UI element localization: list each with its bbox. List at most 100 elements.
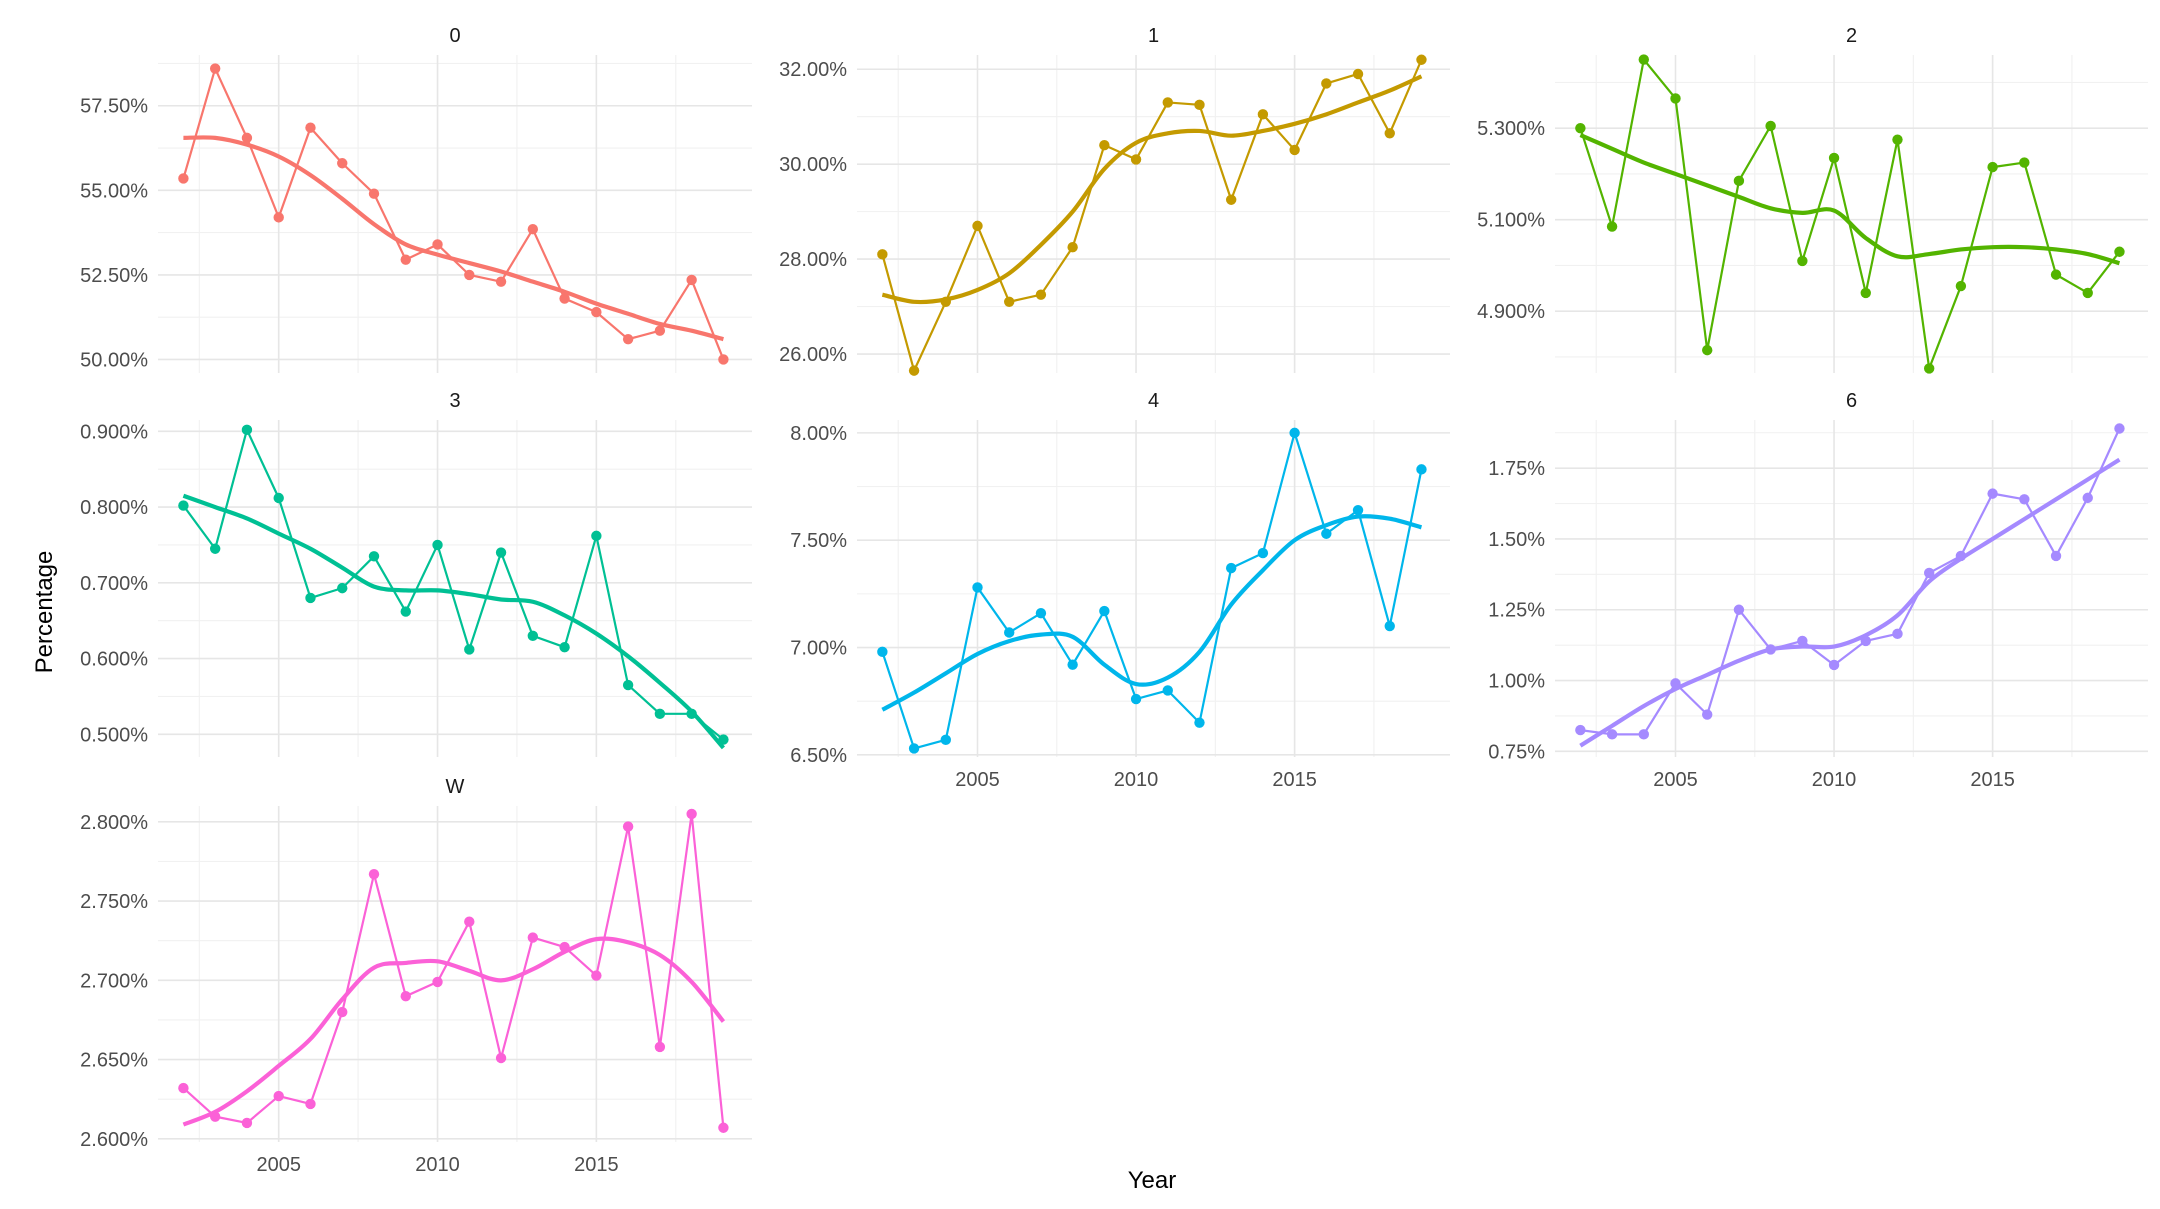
smooth-trend-line-2	[1579, 133, 2121, 266]
smooth-trend-line-4	[881, 514, 1423, 712]
data-point	[368, 188, 380, 199]
data-point	[1289, 144, 1300, 156]
data-point	[1225, 562, 1237, 574]
data-point	[1860, 635, 1871, 647]
data-point	[654, 325, 666, 336]
facet-panel-W: W 2.600% 2.650% 2.700% 2.750% 2.800% 2005 2010 2…	[80, 776, 752, 1176]
data-point	[209, 1111, 221, 1122]
data-point	[1765, 644, 1776, 655]
data-point	[1702, 709, 1713, 720]
data-point	[1130, 154, 1142, 165]
data-point	[241, 1117, 253, 1129]
data-point	[1130, 693, 1142, 705]
facet-strip-label: 4	[1148, 390, 1159, 412]
data-point	[1765, 120, 1776, 132]
y-tick-label: 0.800%	[80, 497, 148, 519]
data-point	[368, 868, 380, 880]
y-tick-label: 2.600%	[80, 1129, 148, 1151]
data-point	[1860, 287, 1871, 299]
data-point	[686, 708, 697, 720]
y-tick-label: 1.50%	[1488, 529, 1545, 551]
y-tick-label: 0.700%	[80, 573, 148, 595]
data-point	[940, 734, 951, 746]
data-point	[908, 743, 920, 754]
data-point	[1384, 620, 1395, 632]
data-point	[432, 239, 443, 250]
data-point	[1035, 289, 1047, 300]
data-point	[2114, 246, 2125, 257]
data-point	[718, 354, 729, 365]
y-tick-label: 8.00%	[790, 423, 847, 445]
data-point	[1892, 134, 1903, 145]
data-point	[495, 1052, 507, 1064]
data-point	[1384, 128, 1395, 139]
data-point	[1955, 550, 1967, 562]
data-point	[686, 808, 697, 820]
series-line-1	[881, 59, 1423, 372]
data-point	[1828, 659, 1840, 671]
data-point	[1987, 161, 1998, 173]
data-point	[464, 269, 475, 281]
series-line-2	[1579, 58, 2121, 370]
smooth-trend-line-1	[881, 74, 1423, 305]
facet-strip-label: 3	[449, 390, 460, 412]
panels-layer: 050.00%52.50%55.00%57.50%126.00%28.00%30…	[80, 25, 2148, 1176]
y-tick-label: 5.300%	[1477, 118, 1545, 140]
data-point	[1828, 152, 1840, 164]
data-point	[495, 547, 507, 558]
y-tick-label: 28.00%	[779, 249, 847, 271]
y-tick-label: 7.00%	[790, 638, 847, 660]
x-tick-label: 2005	[1653, 769, 1698, 791]
series-line-4	[881, 431, 1423, 750]
data-point	[1892, 628, 1903, 640]
data-point	[495, 276, 507, 287]
smooth-trend-line-6	[1579, 457, 2121, 748]
y-tick-label: 1.25%	[1488, 600, 1545, 622]
data-point	[305, 1098, 316, 1110]
x-tick-label: 2015	[1970, 769, 2015, 791]
series-line-W	[182, 812, 725, 1128]
data-point	[337, 1006, 348, 1018]
y-tick-label: 1.75%	[1488, 458, 1545, 480]
facet-panel-2: 2 4.900% 5.100% 5.300%	[1477, 25, 2148, 374]
facet-panel-4: 4 6.50% 7.00% 7.50% 8.00% 2005 2010 2015	[790, 390, 1450, 791]
data-point	[241, 424, 253, 436]
facet-panel-0: 0 50.00% 52.50% 55.00% 57.50%	[80, 25, 752, 373]
data-point	[940, 296, 951, 308]
data-point	[2019, 157, 2030, 168]
data-point	[273, 1090, 284, 1102]
data-point	[1225, 194, 1237, 205]
data-point	[178, 173, 189, 184]
data-point	[1067, 242, 1078, 253]
data-point	[178, 500, 189, 511]
y-tick-label: 1.00%	[1488, 671, 1545, 693]
data-point	[400, 606, 411, 617]
data-point	[1733, 604, 1745, 615]
data-point	[400, 990, 411, 1002]
data-point	[273, 492, 284, 504]
data-point	[1670, 93, 1681, 104]
y-tick-label: 0.600%	[80, 649, 148, 671]
data-point	[718, 1122, 729, 1133]
y-tick-label: 2.750%	[80, 891, 148, 913]
data-point	[1352, 504, 1364, 516]
y-tick-label: 50.00%	[80, 349, 148, 371]
data-point	[718, 734, 729, 745]
data-point	[1194, 99, 1205, 111]
data-point	[1321, 78, 1332, 89]
x-tick-label: 2010	[415, 1154, 460, 1176]
data-point	[209, 63, 221, 74]
data-point	[591, 306, 602, 318]
data-point	[559, 293, 570, 304]
data-point	[1575, 123, 1586, 134]
y-tick-label: 2.650%	[80, 1050, 148, 1072]
data-point	[337, 158, 348, 169]
data-point	[1575, 724, 1586, 736]
data-point	[1987, 488, 1998, 499]
data-point	[464, 916, 475, 927]
facet-strip-label: W	[446, 776, 465, 798]
y-tick-label: 6.50%	[790, 745, 847, 767]
facet-strip-label: 0	[449, 25, 460, 47]
data-point	[2082, 287, 2093, 299]
